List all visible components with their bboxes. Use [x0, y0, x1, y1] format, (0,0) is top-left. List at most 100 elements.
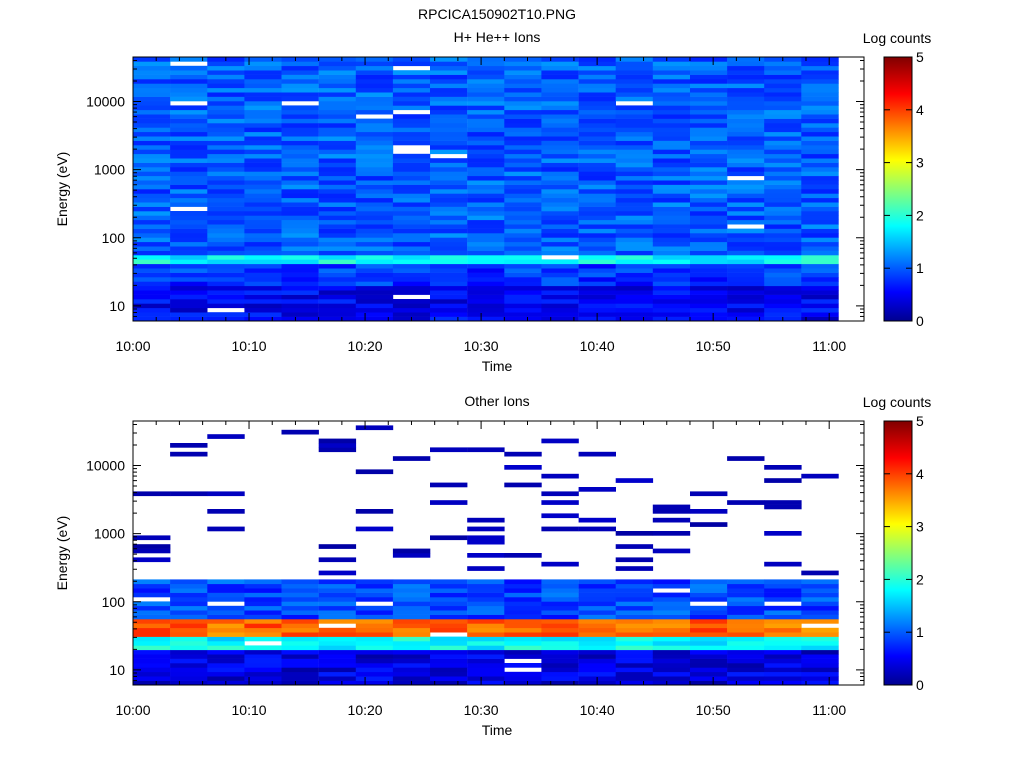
heatmap-cell — [318, 277, 357, 282]
heatmap-cell — [764, 478, 802, 483]
heatmap-cell — [355, 96, 394, 102]
heatmap-cell — [207, 184, 245, 190]
heatmap-cell — [318, 299, 357, 304]
heatmap-cell — [615, 307, 654, 313]
heatmap-cell — [541, 526, 579, 532]
heatmap-cell — [615, 131, 654, 137]
heatmap-cell — [207, 434, 245, 439]
heatmap-cell — [281, 272, 319, 278]
heatmap-cell — [764, 614, 802, 620]
heatmap-cell — [392, 158, 431, 163]
heatmap-cell — [207, 641, 245, 646]
heatmap-cell — [207, 219, 245, 225]
heatmap-panel-hplus: H+ He++ Ions Log counts 10:00 10:10 10:20 1… — [54, 29, 931, 374]
heatmap-cell — [615, 268, 654, 273]
heatmap-cell — [170, 663, 208, 668]
heatmap-cell — [615, 566, 654, 571]
heatmap-cell — [504, 118, 542, 124]
heatmap-cell — [392, 456, 431, 461]
heatmap-cell — [541, 105, 579, 111]
heatmap-cell — [578, 74, 616, 80]
heatmap-cell — [467, 145, 505, 150]
colorbar-tick-label: 2 — [916, 207, 924, 223]
heatmap-cell — [504, 281, 542, 287]
heatmap-cell — [170, 189, 208, 194]
heatmap-cell — [430, 233, 468, 238]
heatmap-cell — [170, 641, 208, 646]
heatmap-cell — [133, 303, 171, 309]
heatmap-cell — [541, 57, 579, 62]
heatmap-cell — [615, 193, 654, 199]
heatmap-cell — [318, 272, 357, 278]
heatmap-cell — [541, 597, 579, 602]
heatmap-cell — [207, 70, 245, 75]
heatmap-cell — [615, 158, 654, 163]
heatmap-cell — [690, 299, 728, 304]
heatmap-cell — [207, 79, 245, 84]
heatmap-cell — [690, 654, 728, 659]
heatmap-cell — [652, 167, 691, 172]
heatmap-cell — [541, 303, 579, 309]
heatmap-cell — [392, 671, 431, 677]
heatmap-cell — [504, 92, 542, 97]
heatmap-cell — [541, 299, 579, 304]
heatmap-cell — [541, 671, 579, 677]
heatmap-cell — [281, 136, 319, 141]
heatmap-cell — [244, 588, 282, 593]
heatmap-cell — [392, 162, 431, 168]
heatmap-cell — [652, 153, 691, 159]
heatmap-cell — [727, 579, 765, 585]
heatmap-cell — [615, 645, 654, 651]
heatmap-cell — [764, 583, 802, 589]
heatmap-cell — [392, 268, 431, 273]
heatmap-cell — [801, 167, 839, 172]
heatmap-cell — [355, 290, 394, 295]
heatmap-cell — [652, 96, 691, 102]
heatmap-cell — [727, 676, 765, 681]
heatmap-cell — [244, 193, 282, 199]
heatmap-cell — [170, 219, 208, 225]
heatmap-cell — [281, 597, 319, 602]
heatmap-cell — [244, 614, 282, 620]
heatmap-cell — [541, 583, 579, 589]
heatmap-cell — [207, 592, 245, 598]
heatmap-cell — [244, 649, 282, 655]
heatmap-cell — [652, 316, 691, 322]
heatmap-cell — [170, 636, 208, 642]
heatmap-cell — [430, 610, 468, 615]
heatmap-cell — [133, 79, 171, 84]
heatmap-cell — [318, 87, 357, 93]
heatmap-cell — [467, 535, 505, 541]
heatmap-cell — [801, 219, 839, 225]
heatmap-cell — [355, 123, 394, 128]
heatmap-cell — [355, 623, 394, 629]
heatmap-cell — [801, 70, 839, 75]
heatmap-cell — [318, 206, 357, 212]
heatmap-cell — [801, 149, 839, 155]
heatmap-cell — [801, 641, 839, 646]
heatmap-cell — [467, 447, 505, 453]
heatmap-cell — [467, 153, 505, 159]
heatmap-cell — [652, 83, 691, 89]
heatmap-cell — [801, 570, 839, 576]
heatmap-cell — [801, 127, 839, 133]
heatmap-cell — [244, 658, 282, 664]
heatmap-cell — [133, 123, 171, 128]
heatmap-cell — [430, 92, 468, 97]
heatmap-cell — [467, 171, 505, 177]
heatmap-cell — [615, 610, 654, 615]
heatmap-cell — [652, 290, 691, 295]
heatmap-cell — [355, 610, 394, 615]
heatmap-cell — [801, 101, 839, 106]
heatmap-cell — [578, 645, 616, 651]
heatmap-cell — [355, 241, 394, 247]
heatmap-cell — [764, 627, 802, 633]
heatmap-cell — [244, 592, 282, 598]
heatmap-cell — [392, 299, 431, 304]
heatmap-cell — [764, 118, 802, 124]
heatmap-cell — [578, 206, 616, 212]
heatmap-cell — [652, 162, 691, 168]
heatmap-cell — [801, 65, 839, 71]
heatmap-cell — [652, 180, 691, 185]
